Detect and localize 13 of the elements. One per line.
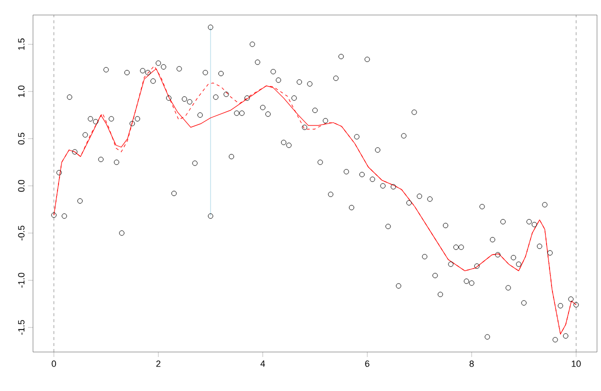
y-tick-label: 1.0 [18, 86, 24, 98]
x-tick-label: 8 [470, 360, 474, 367]
x-tick-label: 10 [572, 360, 581, 367]
x-tick-label: 4 [260, 360, 266, 367]
y-tick-label: 0.5 [18, 132, 24, 145]
y-tick-label: 1.5 [18, 38, 24, 50]
y-tick-label: 0.0 [18, 180, 24, 192]
y-tick-label: -1.5 [18, 320, 24, 335]
x-tick-label: 2 [156, 360, 160, 367]
y-tick-label: -0.5 [18, 226, 24, 240]
x-tick-label: 0 [52, 360, 56, 367]
y-tick-label: -1.0 [18, 272, 24, 288]
x-tick-label: 6 [365, 360, 370, 367]
